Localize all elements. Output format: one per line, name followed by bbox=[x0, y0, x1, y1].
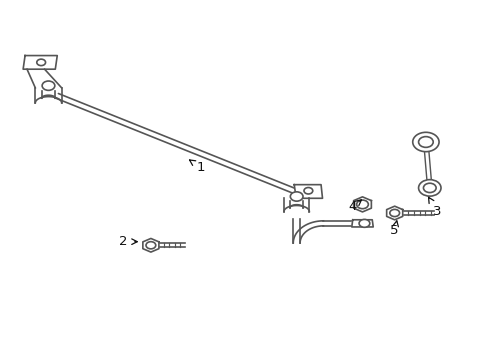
Text: 4: 4 bbox=[348, 200, 361, 213]
Polygon shape bbox=[294, 185, 322, 198]
Text: 3: 3 bbox=[427, 197, 441, 218]
Circle shape bbox=[423, 183, 435, 193]
Circle shape bbox=[290, 192, 303, 201]
Text: 1: 1 bbox=[189, 160, 204, 174]
Polygon shape bbox=[23, 55, 57, 69]
Circle shape bbox=[418, 136, 432, 147]
Polygon shape bbox=[386, 206, 402, 220]
Text: 5: 5 bbox=[389, 221, 398, 238]
Polygon shape bbox=[353, 197, 370, 212]
Circle shape bbox=[356, 200, 367, 209]
Text: 2: 2 bbox=[119, 235, 137, 248]
Polygon shape bbox=[142, 238, 159, 252]
Circle shape bbox=[418, 180, 440, 196]
Circle shape bbox=[389, 210, 399, 217]
Polygon shape bbox=[351, 220, 372, 227]
Circle shape bbox=[304, 188, 312, 194]
Circle shape bbox=[146, 242, 156, 249]
Circle shape bbox=[42, 81, 55, 90]
Circle shape bbox=[358, 219, 369, 227]
Circle shape bbox=[37, 59, 45, 66]
Circle shape bbox=[412, 132, 438, 152]
